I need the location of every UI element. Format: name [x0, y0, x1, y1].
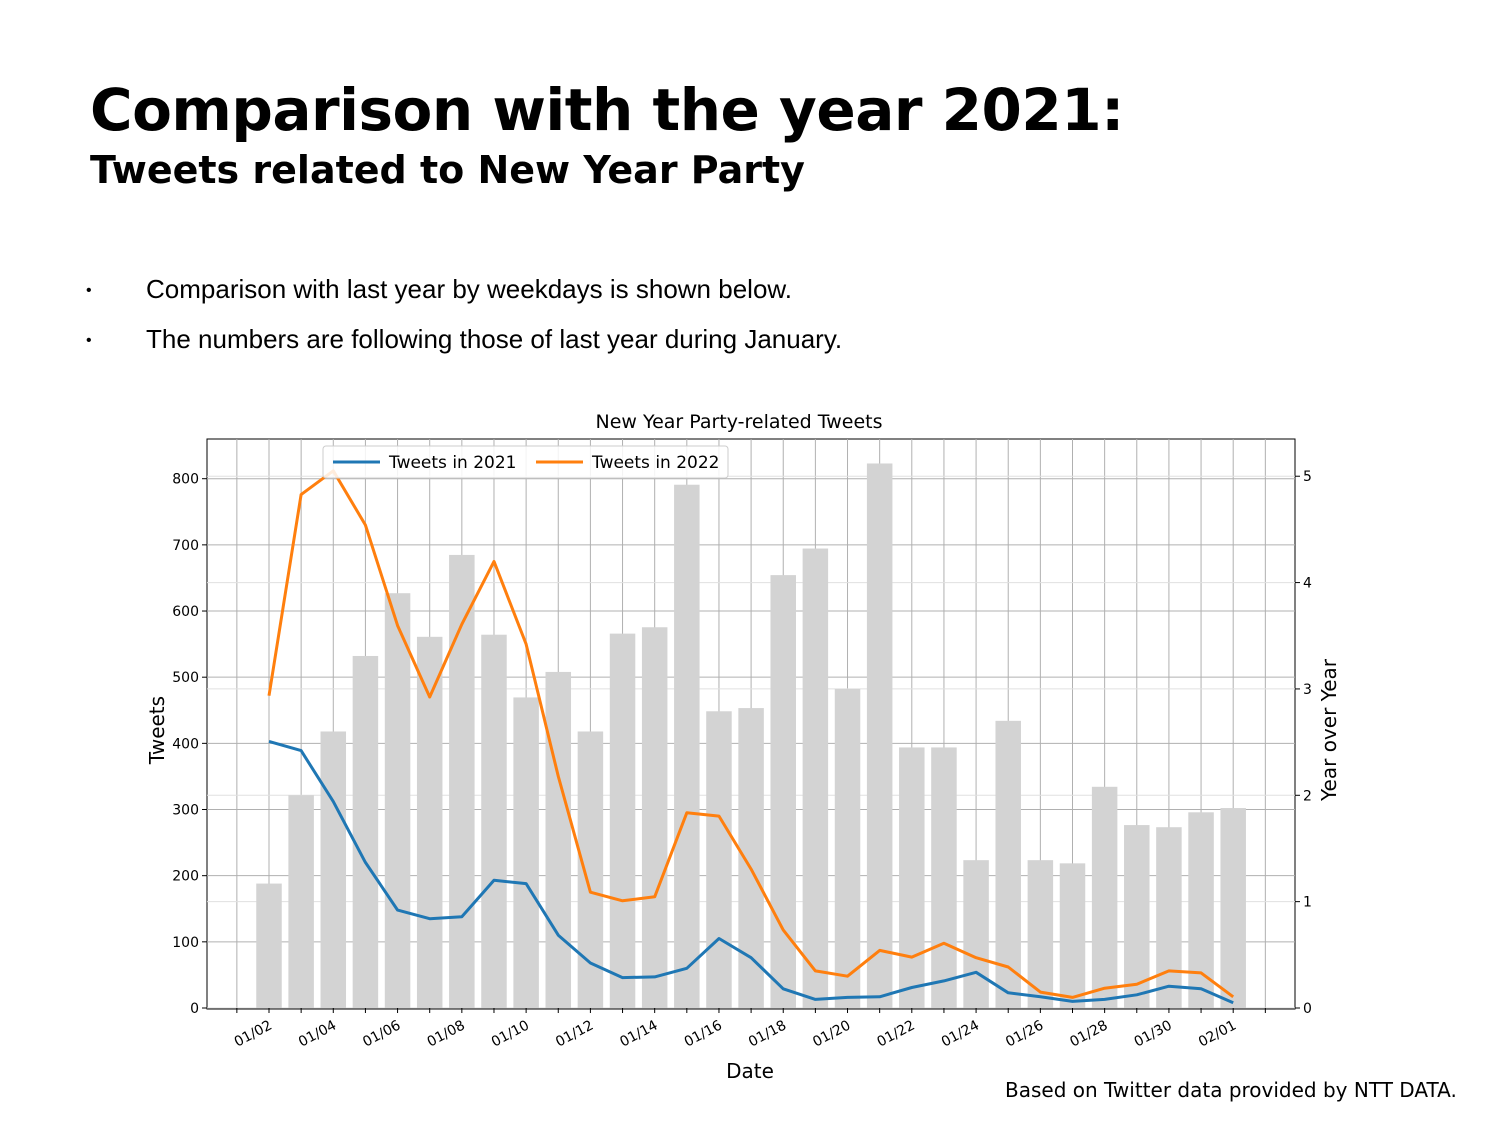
- x-tick-label: 01/12: [553, 1017, 596, 1050]
- bar-yoy: [545, 671, 572, 1008]
- bullet-text: Comparison with last year by weekdays is…: [146, 274, 792, 304]
- x-tick-label: 01/20: [810, 1017, 853, 1050]
- y-tick-label: 0: [190, 1001, 199, 1017]
- y-tick-label: 700: [172, 538, 199, 554]
- bar-yoy: [963, 860, 989, 1008]
- bullet-dot-icon: •: [86, 282, 92, 300]
- y2-tick-label: 0: [1303, 1001, 1312, 1017]
- bar-yoy: [899, 747, 925, 1008]
- y-axis-label: Tweets: [145, 696, 169, 765]
- line-tweets-2022: [267, 469, 1235, 999]
- x-tick-label: 01/16: [682, 1017, 725, 1050]
- bar-yoy: [995, 720, 1021, 1008]
- bar-yoy: [866, 463, 893, 1008]
- slide-title: Comparison with the year 2021:: [90, 76, 1124, 144]
- y-tick-label: 400: [172, 736, 199, 752]
- x-axis-label: Date: [726, 1059, 774, 1083]
- bar-yoy: [449, 554, 475, 1008]
- x-tick-label: 01/08: [425, 1017, 468, 1050]
- x-tick-label: 01/02: [232, 1017, 275, 1050]
- y2-tick-label: 5: [1303, 469, 1312, 485]
- bar-yoy: [1156, 827, 1182, 1008]
- bar-yoy: [481, 634, 507, 1008]
- legend-label-2022: Tweets in 2022: [591, 453, 719, 473]
- x-tick-label: 01/24: [939, 1017, 982, 1050]
- y-tick-label: 100: [172, 935, 199, 951]
- y-tick-label: 800: [172, 472, 199, 488]
- legend-box: [322, 445, 729, 479]
- bar-yoy: [738, 708, 764, 1008]
- bar-yoy: [1188, 812, 1214, 1008]
- x-tick-label: 01/22: [875, 1017, 918, 1050]
- bar-yoy: [1027, 860, 1054, 1008]
- bar-yoy: [770, 575, 796, 1008]
- x-tick-label: 01/30: [1132, 1017, 1175, 1050]
- x-tick-label: 01/18: [746, 1017, 789, 1050]
- bar-yoy: [320, 731, 347, 1008]
- slide-subtitle: Tweets related to New Year Party: [90, 148, 805, 192]
- bar-yoy: [674, 484, 700, 1009]
- bar-yoy: [384, 593, 411, 1008]
- line-tweets-2021: [268, 739, 1234, 1005]
- y2-tick-label: 4: [1303, 576, 1312, 592]
- bullet-list: • Comparison with last year by weekdays i…: [86, 270, 842, 370]
- bar-yoy: [352, 655, 379, 1008]
- bar-yoy: [1124, 825, 1150, 1008]
- bar-yoy: [834, 688, 861, 1008]
- x-tick-label: 01/10: [489, 1017, 532, 1050]
- x-tick-label: 01/14: [617, 1017, 660, 1050]
- x-tick-label: 01/04: [296, 1017, 339, 1050]
- bar-yoy: [1091, 786, 1118, 1008]
- y-tick-label: 500: [172, 670, 199, 686]
- bullet-text: The numbers are following those of last …: [146, 324, 843, 354]
- bar-yoy: [609, 633, 636, 1008]
- bar-yoy: [256, 883, 282, 1008]
- y2-tick-label: 3: [1303, 682, 1312, 698]
- bullet-item: • The numbers are following those of last…: [86, 320, 842, 370]
- bullet-dot-icon: •: [86, 332, 92, 350]
- bar-yoy: [1059, 863, 1086, 1008]
- x-tick-label: 01/26: [1003, 1017, 1046, 1050]
- y2-tick-label: 2: [1303, 788, 1312, 804]
- bar-series: [256, 463, 1246, 1009]
- chart-title: New Year Party-related Tweets: [596, 411, 883, 433]
- bar-yoy: [802, 548, 829, 1008]
- bar-yoy: [288, 795, 314, 1008]
- y-tick-label: 600: [172, 604, 199, 620]
- x-tick-label: 01/06: [360, 1017, 403, 1050]
- y-tick-label: 300: [172, 803, 199, 819]
- data-credit: Based on Twitter data provided by NTT DA…: [1005, 1078, 1457, 1102]
- bar-yoy: [641, 627, 668, 1008]
- bar-yoy: [706, 711, 732, 1008]
- x-tick-label: 02/01: [1196, 1017, 1239, 1050]
- legend-label-2021: Tweets in 2021: [388, 453, 516, 473]
- x-tick-label: 01/28: [1067, 1017, 1110, 1050]
- y2-axis-label: Year over Year: [1317, 658, 1341, 802]
- bar-yoy: [1220, 808, 1246, 1008]
- bullet-item: • Comparison with last year by weekdays i…: [86, 270, 842, 320]
- line-series: [267, 469, 1235, 1005]
- bar-yoy: [513, 697, 539, 1008]
- y-tick-label: 200: [172, 869, 199, 885]
- bar-yoy: [931, 747, 957, 1008]
- bar-yoy: [416, 636, 443, 1008]
- legend: Tweets in 2021 Tweets in 2022: [322, 445, 729, 479]
- y2-tick-label: 1: [1303, 895, 1312, 911]
